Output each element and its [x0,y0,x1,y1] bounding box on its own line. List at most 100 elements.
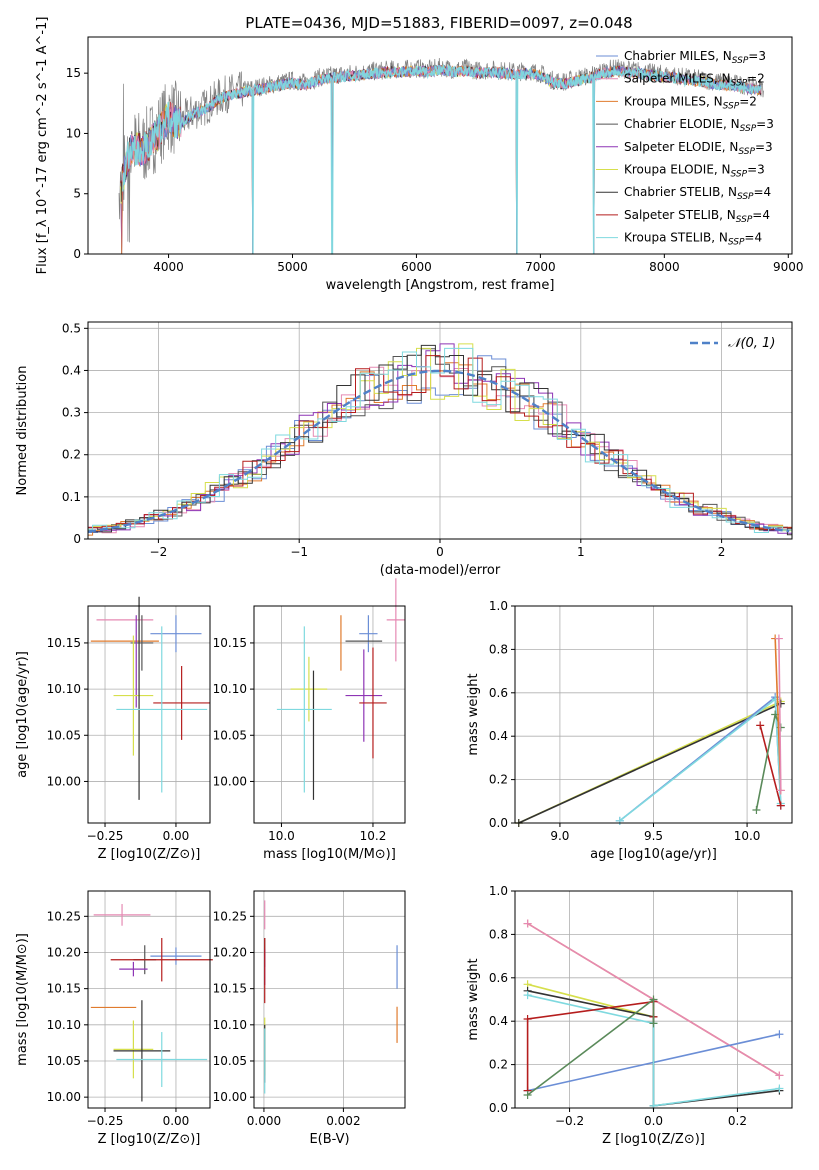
y-tick-label: 10.00 [47,774,81,788]
series-salpeter-stelib [759,725,782,806]
errorbar-kroupa-stelib [276,626,332,793]
y-tick-label: 0.3 [62,406,81,420]
marker-kroupa-stelib [523,991,532,1000]
y-tick-label: 10.10 [213,682,247,696]
y-tick-label: 10.10 [213,1018,247,1032]
y-tick-label: 0.8 [489,642,508,656]
marker-salpeter-stelib [776,801,785,810]
y-tick-label: 0.5 [62,321,81,335]
y-tick-label: 10.05 [213,728,247,742]
y-tick-label: 0.2 [489,1058,508,1072]
marker-salpeter-stelib [523,1015,532,1024]
y-tick-label: 0.2 [489,773,508,787]
x-tick-label: 2 [718,545,726,559]
y-tick-label: 10.15 [47,982,81,996]
y-tick-label: 0.8 [489,927,508,941]
panel-mass-ebv: 0.000 0.002 10.00 10.05 10.10 10.15 10.20 10.25… [213,890,406,1147]
errorbar-kroupa-elodie [113,1020,154,1079]
y-axis-label: Flux [f_λ 10^-17 erg cm^-2 s^-1 A^-1] [35,17,50,275]
legend-label-kroupa-stelib: Kroupa STELIB, NSSP=4 [624,231,762,248]
x-tick-label: 10.0 [268,829,295,843]
y-tick-label: 0 [73,532,81,546]
errorbar-salpeter-miles [386,578,405,662]
y-axis-label: age [log10(age/yr)] [15,651,30,778]
panel-mass-Z: −0.25 0.00 10.00 10.05 10.10 10.15 10.20 10.25 Z… [15,890,213,1147]
x-tick-label: 1 [577,545,585,559]
panel-spectrum: Chabrier MILES, NSSP=3 Salpeter MILES, NS… [35,17,804,293]
errorbar-salpeter-stelib [153,666,210,740]
legend-label-salpeter-miles: Salpeter MILES, NSSP=2 [624,72,765,89]
y-tick-label: 0.0 [489,816,508,830]
axes-frame [253,890,406,1109]
marker-salpeter-miles [523,919,532,928]
marker-chabrier-elodie [649,1019,658,1028]
y-tick-label: 10.25 [47,909,81,923]
x-axis-label: (data-model)/error [380,563,501,578]
errorbar-kroupa-stelib [116,1032,208,1088]
errorbar-salpeter-elodie [345,649,383,742]
errorbar-kroupa-stelib [116,626,208,793]
legend-label-chabrier-stelib: Chabrier STELIB, NSSP=4 [624,185,771,202]
marker-chabrier-miles [775,1030,784,1039]
y-tick-label: 10.05 [47,1054,81,1068]
histogram-chabrier-stelib [87,344,792,539]
legend-label-chabrier-miles: Chabrier MILES, NSSP=3 [624,49,766,66]
legend-label-kroupa-miles: Kroupa MILES, NSSP=2 [624,94,757,111]
y-tick-label: 10.05 [47,728,81,742]
y-tick-label: 1.0 [489,599,508,613]
y-tick-label: 10.00 [47,1090,81,1104]
x-tick-label: −0.25 [87,829,124,843]
panel-mass-weight-Z: −0.2 0.0 0.2 0.0 0.2 0.4 0.6 0.8 1.0 Z [log10(Z/Z… [466,884,793,1147]
marker-salpeter-miles [775,1071,784,1080]
marker-chabrier-elodie [523,1090,532,1099]
y-tick-label: 0.6 [489,686,508,700]
x-axis-label: Z [log10(Z/Z⊙)] [602,1132,705,1147]
y-tick-label: 0.4 [62,363,81,377]
x-tick-label: 0.2 [728,1114,747,1128]
y-tick-label: 5 [73,187,81,201]
errorbar-kroupa-elodie [113,635,154,756]
x-tick-label: 0.000 [247,1114,281,1128]
x-axis-label: mass [log10(M/M⊙)] [263,847,396,862]
x-tick-label: −0.2 [555,1114,584,1128]
panel-age-Z: −0.25 0.00 10.00 10.05 10.10 10.15 Z [log10(Z/… [15,596,211,862]
marker-chabrier-elodie [649,995,658,1004]
series-chabrier-stelib [120,65,762,202]
y-tick-label: 0 [73,247,81,261]
figure-title: PLATE=0436, MJD=51883, FIBERID=0097, z=0… [245,14,632,32]
y-tick-label: 10.25 [213,909,247,923]
y-tick-label: 10.15 [213,982,247,996]
series-kroupa-elodie [527,983,654,1018]
series-kroupa-stelib [122,64,762,255]
series-data-spectrum [118,57,764,255]
marker-chabrier-elodie [752,805,761,814]
y-tick-label: 10.10 [47,682,81,696]
series-salpeter-elodie [120,64,761,255]
panel-age-mass: 10.0 10.2 10.00 10.05 10.10 10.15 mass [log10(… [213,578,406,862]
x-tick-label: −0.25 [87,1114,124,1128]
marker-salpeter-miles [776,786,785,795]
errorbar-chabrier-miles [150,947,202,965]
axes-frame [253,605,406,824]
y-tick-label: 10.20 [47,945,81,959]
x-tick-label: 0.00 [163,1114,190,1128]
y-axis-label: Normed distribution [15,366,30,496]
y-tick-label: 10.20 [213,945,247,959]
marker-salpeter-miles [774,634,783,643]
series-kroupa-miles [121,64,761,255]
series-chabrier-elodie [527,997,655,1096]
x-tick-label: 0.0 [644,1114,663,1128]
x-tick-label: 9.0 [550,829,569,843]
errorbar-chabrier-stelib [113,1000,171,1102]
legend-label-normal: 𝒩(0, 1) [728,336,775,351]
y-tick-label: 10.10 [47,1018,81,1032]
y-tick-label: 15 [66,66,81,80]
x-axis-label: Z [log10(Z/Z⊙)] [98,847,201,862]
y-axis-label: mass weight [466,958,481,1040]
x-tick-label: 10.2 [360,829,387,843]
errorbar-kroupa-elodie [290,656,328,722]
x-tick-label: 0.00 [163,829,190,843]
errorbar-chabrier-miles [150,615,202,653]
y-tick-label: 0.1 [62,490,81,504]
